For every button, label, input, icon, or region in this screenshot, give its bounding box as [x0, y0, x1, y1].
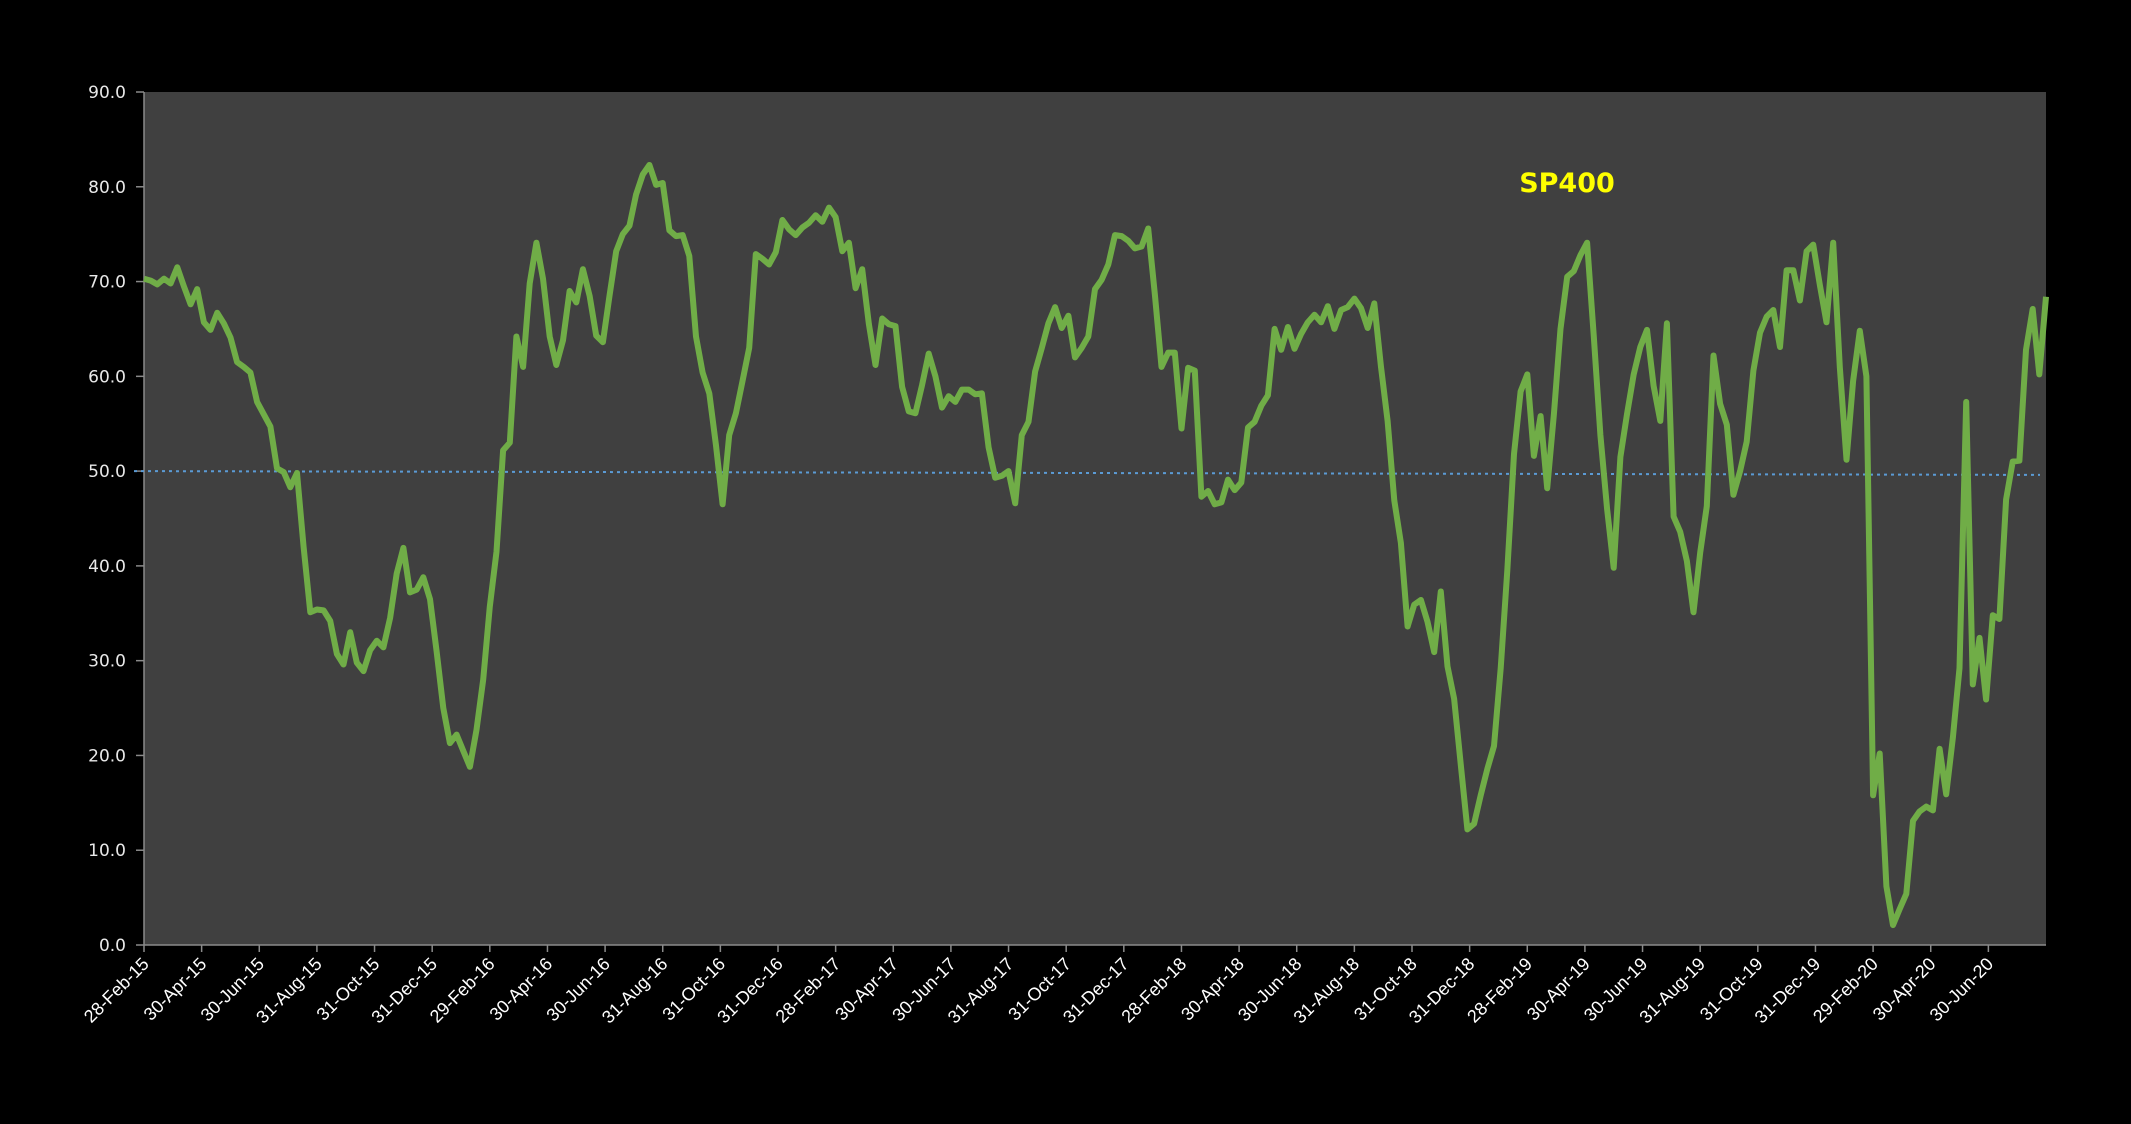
y-tick-label: 80.0: [88, 178, 126, 198]
y-tick-label: 30.0: [88, 652, 126, 672]
reference-line-50: [133, 470, 2041, 476]
y-tick-label: 40.0: [88, 557, 126, 577]
chart-title: SP400: [1519, 168, 1615, 199]
y-tick-label: 20.0: [88, 746, 126, 766]
y-tick-label: 90.0: [88, 83, 126, 103]
y-tick-label: 0.0: [99, 936, 126, 956]
y-tick-label: 50.0: [88, 462, 126, 482]
plot-area: [144, 92, 2046, 945]
y-axis: 0.0 10.0 20.0 30.0 40.0 50.0 60.0 70.0 80.0 90.0: [88, 83, 145, 956]
y-tick-label: 60.0: [88, 367, 126, 387]
series-points: [143, 164, 2047, 926]
y-tick-label: 70.0: [88, 273, 126, 293]
y-tick-label: 10.0: [88, 841, 126, 861]
